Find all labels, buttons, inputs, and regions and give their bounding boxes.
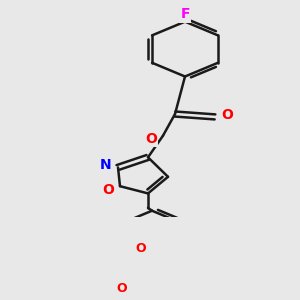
Text: O: O [221,109,233,122]
Text: O: O [102,183,114,197]
Text: O: O [136,242,146,255]
Text: N: N [100,158,112,172]
Text: O: O [145,132,157,145]
Text: O: O [117,282,127,295]
Text: F: F [180,8,190,21]
